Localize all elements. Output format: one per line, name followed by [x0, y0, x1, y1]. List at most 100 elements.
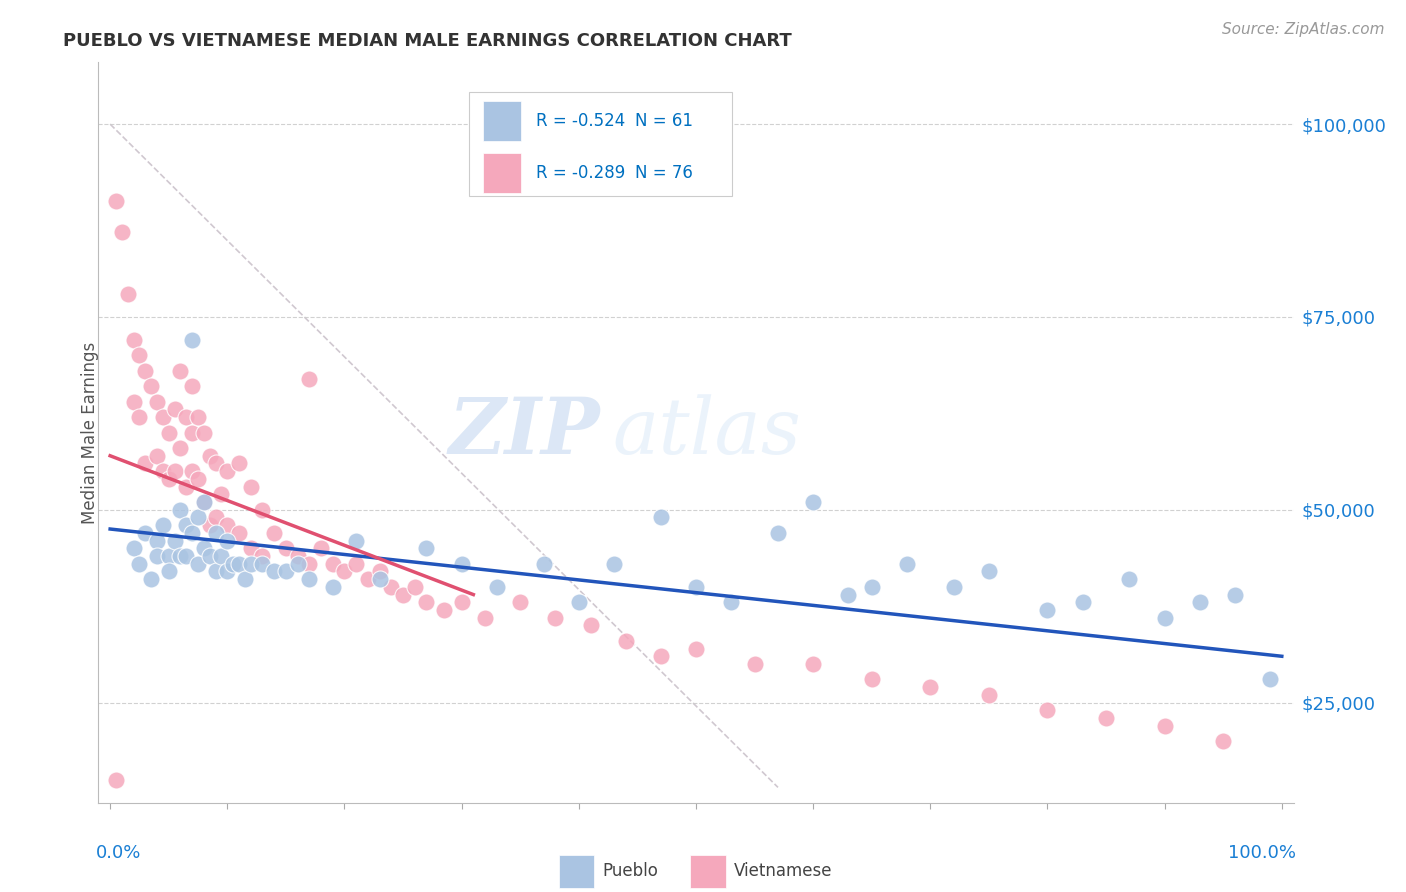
Point — [105, 772, 128, 787]
Point — [146, 394, 169, 409]
Text: N = 76: N = 76 — [636, 164, 693, 182]
Point — [404, 580, 426, 594]
Text: atlas: atlas — [613, 394, 801, 471]
Point — [146, 449, 169, 463]
Point — [344, 557, 367, 571]
Point — [146, 533, 169, 548]
Text: 100.0%: 100.0% — [1229, 845, 1296, 863]
Point — [193, 425, 215, 440]
Point — [181, 464, 204, 478]
Point — [157, 425, 180, 440]
Point — [685, 580, 707, 594]
Text: PUEBLO VS VIETNAMESE MEDIAN MALE EARNINGS CORRELATION CHART: PUEBLO VS VIETNAMESE MEDIAN MALE EARNING… — [63, 32, 792, 50]
Point — [579, 618, 602, 632]
Point — [509, 595, 531, 609]
Point — [193, 541, 215, 556]
Point — [174, 410, 197, 425]
Point — [1258, 673, 1281, 687]
Point — [117, 286, 139, 301]
Point — [1153, 719, 1175, 733]
Point — [977, 565, 1000, 579]
Point — [287, 557, 309, 571]
Point — [568, 595, 591, 609]
FancyBboxPatch shape — [470, 92, 733, 195]
Point — [187, 410, 209, 425]
Point — [198, 449, 221, 463]
Point — [169, 441, 191, 455]
Point — [152, 410, 174, 425]
Point — [252, 502, 274, 516]
Text: R = -0.289: R = -0.289 — [536, 164, 626, 182]
Point — [122, 333, 145, 347]
Point — [1212, 734, 1234, 748]
Point — [169, 364, 191, 378]
Point — [174, 518, 197, 533]
Point — [274, 541, 297, 556]
Point — [163, 533, 186, 548]
Point — [415, 595, 437, 609]
Text: R = -0.524: R = -0.524 — [536, 112, 626, 130]
Point — [157, 549, 180, 563]
Point — [837, 588, 859, 602]
FancyBboxPatch shape — [558, 855, 595, 888]
Point — [187, 510, 209, 524]
Y-axis label: Median Male Earnings: Median Male Earnings — [82, 342, 98, 524]
Point — [169, 549, 191, 563]
Point — [152, 518, 174, 533]
Point — [217, 533, 239, 548]
Point — [181, 333, 204, 347]
Point — [896, 557, 918, 571]
Text: Pueblo: Pueblo — [603, 862, 658, 880]
Point — [650, 649, 672, 664]
Point — [169, 502, 191, 516]
Point — [157, 472, 180, 486]
Point — [204, 457, 226, 471]
Point — [544, 610, 567, 624]
Point — [977, 688, 1000, 702]
Point — [368, 572, 391, 586]
Point — [122, 541, 145, 556]
Point — [204, 510, 226, 524]
Text: N = 61: N = 61 — [636, 112, 693, 130]
Point — [1095, 711, 1118, 725]
Point — [141, 572, 163, 586]
Point — [298, 371, 321, 385]
Point — [252, 557, 274, 571]
Point — [128, 410, 150, 425]
Point — [450, 557, 472, 571]
Point — [392, 588, 415, 602]
FancyBboxPatch shape — [484, 153, 522, 194]
Point — [163, 464, 186, 478]
Point — [141, 379, 163, 393]
Point — [1036, 703, 1059, 717]
Point — [533, 557, 555, 571]
Point — [1153, 610, 1175, 624]
Point — [1223, 588, 1246, 602]
Point — [433, 603, 456, 617]
Point — [415, 541, 437, 556]
Point — [204, 565, 226, 579]
Point — [239, 541, 262, 556]
Point — [287, 549, 309, 563]
Point — [198, 549, 221, 563]
Point — [217, 518, 239, 533]
Point — [485, 580, 508, 594]
Point — [211, 549, 233, 563]
Point — [357, 572, 380, 586]
Point — [181, 379, 204, 393]
Point — [450, 595, 472, 609]
Text: Vietnamese: Vietnamese — [734, 862, 832, 880]
Point — [193, 495, 215, 509]
Point — [146, 549, 169, 563]
Point — [263, 565, 285, 579]
Point — [368, 565, 391, 579]
Point — [685, 641, 707, 656]
Point — [152, 464, 174, 478]
Point — [111, 225, 134, 239]
Point — [1188, 595, 1211, 609]
Point — [217, 565, 239, 579]
Point — [274, 565, 297, 579]
Point — [252, 549, 274, 563]
Point — [134, 364, 156, 378]
Point — [766, 525, 789, 540]
